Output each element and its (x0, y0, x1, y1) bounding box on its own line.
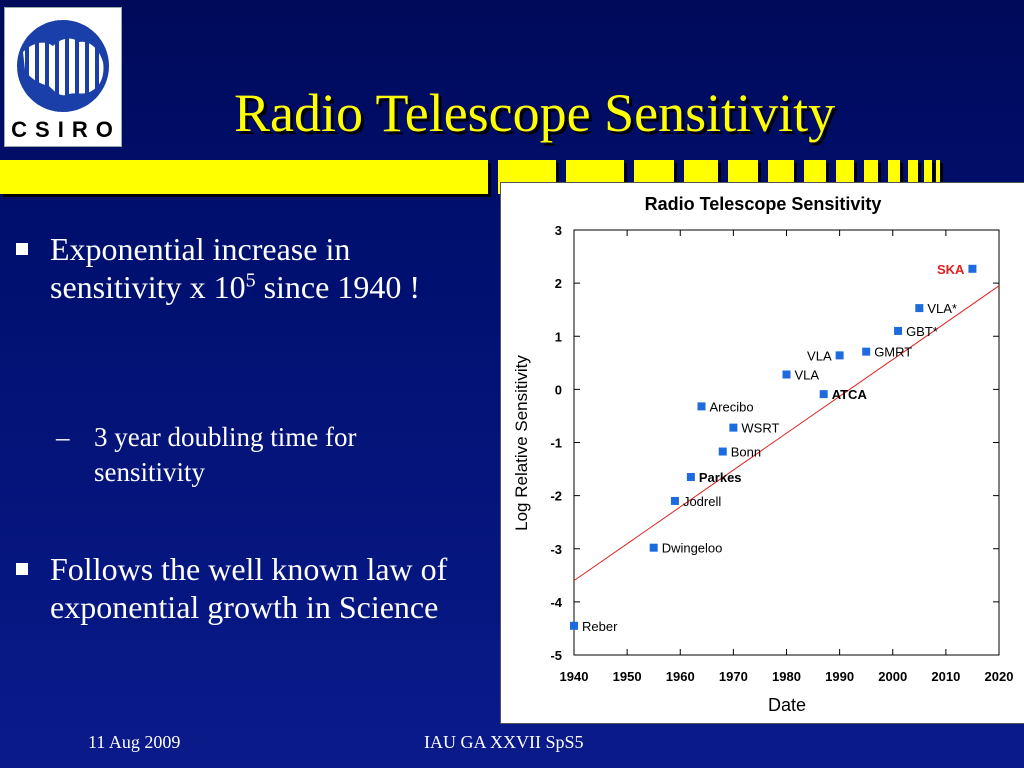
x-tick-label: 1990 (825, 669, 854, 684)
plot-frame (573, 229, 1000, 656)
y-tick-label: -3 (550, 542, 562, 557)
x-tick-label: 2020 (985, 669, 1014, 684)
x-tick-label: 2010 (931, 669, 960, 684)
footer-conference: IAU GA XXVII SpS5 (424, 732, 584, 752)
data-label: VLA (807, 348, 832, 363)
x-axis-label: Date (768, 695, 806, 715)
data-label: VLA* (927, 301, 957, 316)
y-tick-label: -1 (550, 436, 562, 451)
x-tick-label: 1970 (719, 669, 748, 684)
x-tick-label: 2000 (878, 669, 907, 684)
bullet-square-icon (16, 563, 28, 575)
data-label: Reber (582, 619, 618, 634)
data-point (729, 423, 738, 432)
y-tick-label: 3 (555, 223, 562, 238)
data-point (968, 264, 977, 273)
x-tick-label: 1950 (613, 669, 642, 684)
bullet-suffix: since 1940 ! (255, 269, 420, 305)
y-tick-label: -2 (550, 489, 562, 504)
data-label: SKA (937, 262, 965, 277)
data-point (570, 621, 578, 630)
chart-title: Radio Telescope Sensitivity (645, 194, 882, 214)
data-label: Parkes (699, 470, 742, 485)
data-point (718, 447, 727, 456)
data-label: Dwingeloo (662, 541, 723, 556)
data-point (649, 543, 658, 552)
bullet-text: Follows the well known law of exponentia… (50, 551, 448, 625)
data-point (697, 402, 706, 411)
bullet-text: Exponential increase in sensitivity x 10 (50, 231, 351, 305)
x-tick-label: 1960 (666, 669, 695, 684)
subbullet-dash: – (56, 422, 70, 452)
y-axis-label: Log Relative Sensitivity (512, 355, 531, 531)
bullet-square-icon (16, 243, 28, 255)
y-tick-label: -5 (550, 648, 562, 663)
csiro-logo-text: CSIRO (11, 117, 121, 142)
data-point (782, 370, 791, 379)
data-point (670, 496, 679, 505)
x-tick-label: 1980 (772, 669, 801, 684)
data-point (686, 473, 695, 482)
slide-title: Radio Telescope Sensitivity (234, 83, 836, 143)
data-label: WSRT (741, 421, 779, 436)
chart-svg: Radio Telescope Sensitivity 1940 1950 1960 1… (512, 194, 1014, 715)
subbullet-text: 3 year doubling time for sensitivity (94, 422, 357, 487)
bullet-exponent: 5 (245, 269, 256, 292)
data-label: Jodrell (683, 494, 721, 509)
y-tick-label: 1 (555, 329, 562, 344)
data-point (819, 390, 828, 399)
trend-line (573, 285, 1000, 582)
y-tick-label: 0 (555, 382, 562, 397)
y-tick-label: 2 (555, 276, 562, 291)
data-label: ATCA (832, 387, 868, 402)
data-point (894, 326, 903, 335)
data-label: GMRT (874, 345, 912, 360)
y-tick-label: -4 (550, 595, 562, 610)
data-label: Arecibo (710, 399, 754, 414)
data-label: Bonn (731, 445, 761, 460)
csiro-globe-icon (17, 20, 109, 112)
csiro-logo: CSIRO (4, 7, 122, 147)
data-label: VLA (795, 368, 820, 383)
footer-date: 11 Aug 2009 (88, 732, 181, 752)
sensitivity-chart: Radio Telescope Sensitivity 1940 1950 1960 1… (500, 182, 1024, 724)
data-point (862, 347, 871, 356)
data-label: GBT* (906, 324, 938, 339)
data-point (915, 304, 924, 313)
data-point (835, 351, 844, 360)
x-tick-label: 1940 (560, 669, 589, 684)
